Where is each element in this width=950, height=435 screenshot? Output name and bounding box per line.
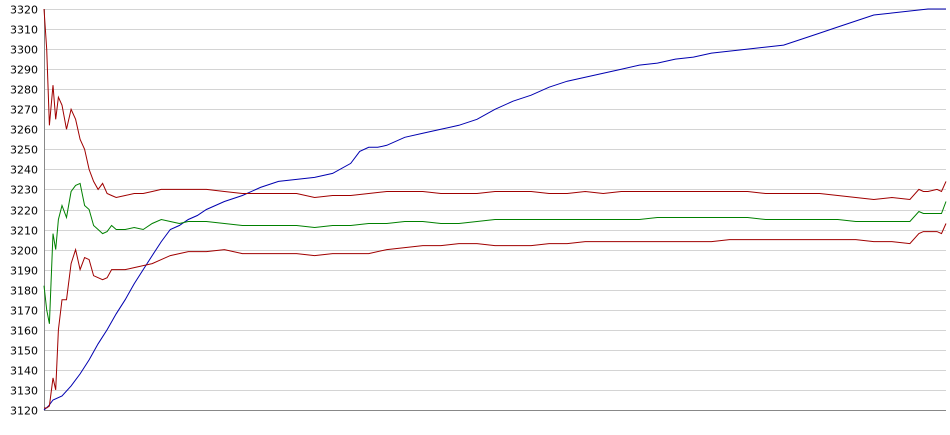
y-tick-label: 3290 bbox=[10, 64, 38, 77]
y-axis-tick-labels: 3320 3310 3300 3290 3280 3270 3260 3250 3240 3230… bbox=[10, 4, 38, 418]
y-tick-label: 3300 bbox=[10, 44, 38, 57]
y-tick-label: 3180 bbox=[10, 285, 38, 298]
y-tick-label: 3240 bbox=[10, 164, 38, 177]
y-tick-label: 3310 bbox=[10, 24, 38, 37]
y-tick-label: 3130 bbox=[10, 385, 38, 398]
grid bbox=[44, 9, 946, 411]
series-line-1 bbox=[43, 8, 946, 411]
y-tick-label: 3150 bbox=[10, 345, 38, 358]
y-tick-label: 3320 bbox=[10, 4, 38, 17]
y-tick-label: 3160 bbox=[10, 325, 38, 338]
axes bbox=[44, 9, 946, 411]
y-tick-label: 3140 bbox=[10, 365, 38, 378]
series-line-4 bbox=[44, 223, 947, 409]
y-tick-label: 3190 bbox=[10, 265, 38, 278]
y-tick-label: 3280 bbox=[10, 84, 38, 97]
series-line-2 bbox=[43, 8, 947, 201]
y-tick-label: 3250 bbox=[10, 144, 38, 157]
y-tick-label: 3230 bbox=[10, 184, 38, 197]
y-tick-label: 3260 bbox=[10, 124, 38, 137]
series-lines bbox=[43, 8, 947, 411]
y-tick-label: 3120 bbox=[10, 405, 38, 418]
y-tick-label: 3210 bbox=[10, 225, 38, 238]
y-tick-label: 3170 bbox=[10, 305, 38, 318]
series-line-3 bbox=[43, 182, 947, 324]
y-tick-label: 3220 bbox=[10, 205, 38, 218]
y-tick-label: 3270 bbox=[10, 104, 38, 117]
y-tick-label: 3200 bbox=[10, 245, 38, 258]
